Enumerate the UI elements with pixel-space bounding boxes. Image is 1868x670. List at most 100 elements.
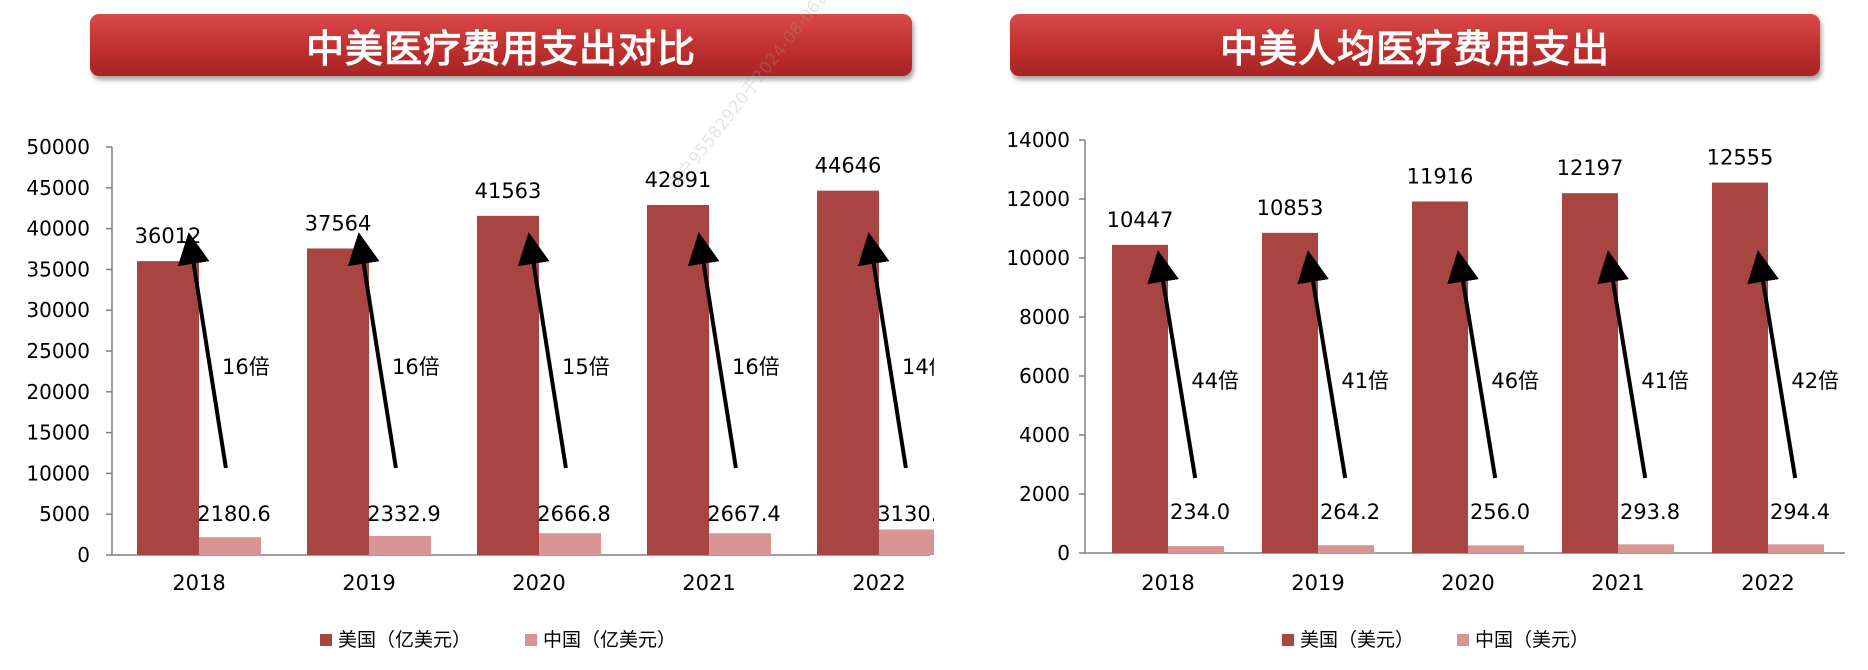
multiplier-annotation: 46倍 <box>1491 369 1539 393</box>
y-tick-label: 6000 <box>1019 364 1070 388</box>
bar-us <box>477 215 539 555</box>
bar-cn <box>199 537 261 555</box>
y-tick-label: 0 <box>1057 541 1070 565</box>
bar-us <box>1712 182 1768 553</box>
multiplier-annotation: 44倍 <box>1191 369 1239 393</box>
multiplier-arrow <box>177 232 228 469</box>
y-tick-label: 30000 <box>26 298 90 322</box>
multiplier-annotation: 16倍 <box>732 355 780 379</box>
bar-us <box>1562 193 1618 553</box>
x-tick-label: 2018 <box>1141 571 1194 595</box>
bar-us <box>1412 201 1468 553</box>
bar-us <box>1262 232 1318 554</box>
legend-label-us: 美国（亿美元） <box>338 629 471 651</box>
x-tick-label: 2019 <box>342 571 395 595</box>
multiplier-arrow <box>687 232 738 469</box>
y-tick-label: 15000 <box>26 421 90 445</box>
multiplier-arrow <box>347 232 398 469</box>
bar-label-cn: 2180.6 <box>197 502 270 526</box>
bar-label-cn: 2667.4 <box>707 502 780 526</box>
legend-swatch-us <box>1282 634 1294 646</box>
multiplier-arrow <box>857 232 908 469</box>
multiplier-annotation: 14倍 <box>902 355 934 379</box>
chart-panel-total-expenditure: 中美医疗费用支出对比 0 5000 10000 15000 20000 25000 3000… <box>26 14 934 651</box>
bar-cn <box>709 533 771 555</box>
y-tick-label: 12000 <box>1006 187 1070 211</box>
bar-label-us: 37564 <box>305 211 372 235</box>
bar-label-cn: 2332.9 <box>367 502 440 526</box>
bar-label-us: 10853 <box>1257 196 1324 220</box>
y-tick-label: 8000 <box>1019 305 1070 329</box>
multiplier-arrow <box>1747 250 1798 479</box>
legend-swatch-cn <box>525 634 537 646</box>
x-tick-label: 2020 <box>1441 571 1494 595</box>
bar-label-us: 12555 <box>1707 146 1774 170</box>
bar-label-cn: 234.0 <box>1170 500 1230 524</box>
bar-cn <box>1468 545 1524 553</box>
multiplier-arrow <box>1447 250 1498 479</box>
multiplier-annotation: 41倍 <box>1341 369 1389 393</box>
bar-us <box>307 248 369 555</box>
y-tick-label: 2000 <box>1019 482 1070 506</box>
bar-cn <box>1318 545 1374 553</box>
bar-label-us: 11916 <box>1407 164 1474 188</box>
bar-cn <box>879 529 934 555</box>
x-tick-label: 2022 <box>852 571 905 595</box>
bar-label-cn: 2666.8 <box>537 502 610 526</box>
y-tick-label: 35000 <box>26 257 90 281</box>
y-tick-label: 40000 <box>26 217 90 241</box>
y-tick-label: 25000 <box>26 339 90 363</box>
x-tick-label: 2020 <box>512 571 565 595</box>
bar-us <box>1112 244 1168 553</box>
legend-swatch-us <box>320 634 332 646</box>
bar-label-us: 41563 <box>475 179 542 203</box>
bar-cn <box>1768 544 1824 553</box>
legend-label-us: 美国（美元） <box>1300 629 1414 651</box>
multiplier-arrow <box>1147 250 1198 479</box>
x-tick-label: 2021 <box>682 571 735 595</box>
multiplier-arrow <box>517 232 568 469</box>
x-tick-label: 2022 <box>1741 571 1794 595</box>
y-tick-label: 0 <box>77 543 90 567</box>
bar-us <box>137 261 199 555</box>
bar-label-us: 42891 <box>645 168 712 192</box>
bar-chart-per-capita-expenditure: 0 2000 4000 6000 8000 10000 12000 14000 10447 234… <box>1006 128 1845 651</box>
multiplier-annotation: 15倍 <box>562 355 610 379</box>
y-tick-label: 20000 <box>26 380 90 404</box>
y-tick-label: 50000 <box>26 135 90 159</box>
bar-label-cn: 293.8 <box>1620 500 1680 524</box>
multiplier-annotation: 42倍 <box>1791 369 1839 393</box>
y-tick-label: 14000 <box>1006 128 1070 152</box>
legend-label-cn: 中国（亿美元） <box>543 629 676 651</box>
y-tick-label: 10000 <box>26 461 90 485</box>
bar-chart-total-expenditure: 0 5000 10000 15000 20000 25000 30000 35000 40000… <box>26 135 934 651</box>
bar-label-cn: 294.4 <box>1770 500 1830 524</box>
y-tick-label: 45000 <box>26 176 90 200</box>
bar-label-us: 44646 <box>815 154 882 178</box>
bar-label-cn: 256.0 <box>1470 500 1530 524</box>
chart-panel-per-capita-expenditure: 中美人均医疗费用支出 0 2000 4000 6000 8000 10000 12000 14… <box>1000 0 1868 670</box>
bar-label-us: 12197 <box>1557 156 1624 180</box>
multiplier-arrow <box>1597 250 1648 479</box>
multiplier-arrow <box>1297 250 1348 479</box>
x-tick-label: 2018 <box>172 571 225 595</box>
chart-title-banner: 中美医疗费用支出对比 <box>90 14 912 76</box>
bar-cn <box>1618 544 1674 553</box>
multiplier-annotation: 16倍 <box>392 355 440 379</box>
bar-label-us: 10447 <box>1107 208 1174 232</box>
x-tick-label: 2019 <box>1291 571 1344 595</box>
y-tick-label: 5000 <box>39 502 90 526</box>
y-tick-label: 4000 <box>1019 423 1070 447</box>
x-tick-label: 2021 <box>1591 571 1644 595</box>
legend-swatch-cn <box>1457 634 1469 646</box>
bar-label-cn: 264.2 <box>1320 500 1380 524</box>
bar-label-cn: 3130.8 <box>877 502 934 526</box>
bar-cn <box>1168 546 1224 553</box>
multiplier-annotation: 16倍 <box>222 355 270 379</box>
legend-label-cn: 中国（美元） <box>1475 629 1589 651</box>
y-tick-label: 10000 <box>1006 246 1070 270</box>
bar-cn <box>369 535 431 555</box>
bar-cn <box>539 533 601 555</box>
bar-us <box>647 205 709 555</box>
multiplier-annotation: 41倍 <box>1641 369 1689 393</box>
